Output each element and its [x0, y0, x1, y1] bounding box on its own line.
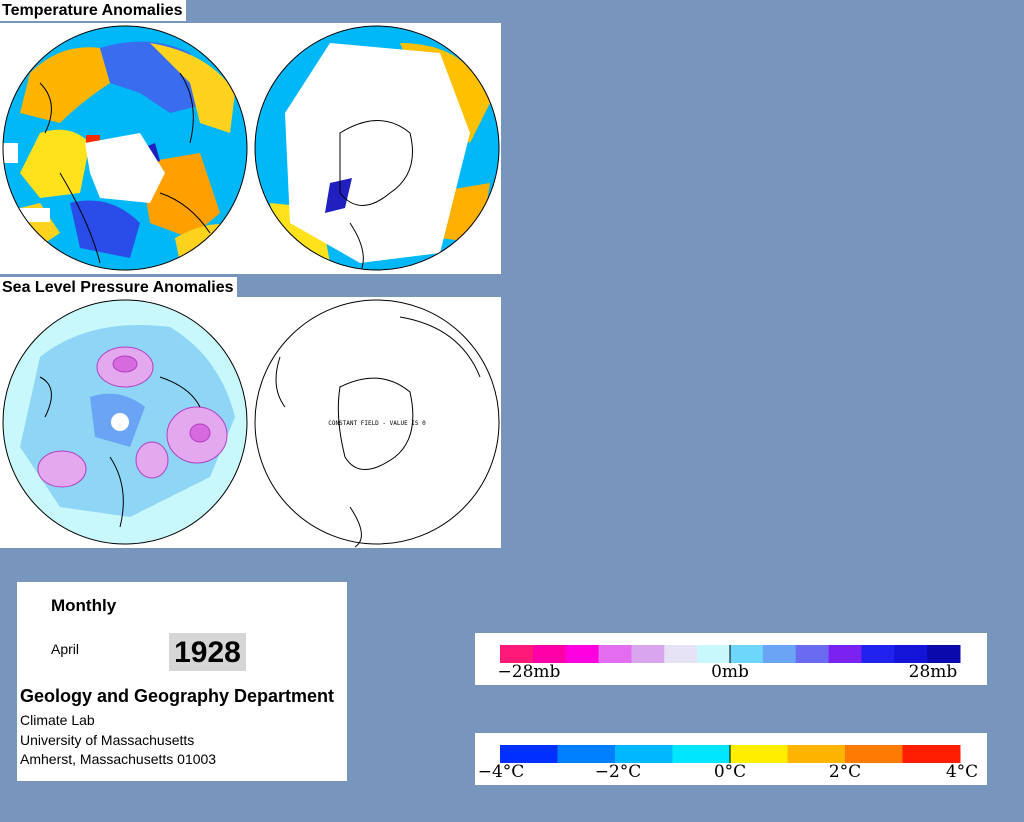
pressure-legend-swatch: [532, 645, 567, 663]
temperature-legend-plus4: 4°C: [946, 762, 978, 782]
month-label: April: [51, 641, 80, 657]
pressure-legend-swatch: [631, 645, 665, 663]
address: Amherst, Massachusetts 01003: [20, 751, 217, 767]
pressure-legend-swatch: [894, 645, 928, 663]
pressure-legend-swatch: [927, 645, 961, 663]
pressure-legend-swatch: [828, 645, 862, 663]
pressure-legend: −28mb 0mb 28mb: [475, 633, 987, 685]
temperature-legend-swatch: [500, 745, 558, 763]
temperature-map-south: [255, 26, 499, 270]
temperature-title: Temperature Anomalies: [0, 0, 186, 21]
temperature-legend-plus2: 2°C: [829, 762, 861, 782]
temperature-legend-swatch: [730, 745, 788, 763]
temperature-legend-swatch: [845, 745, 903, 763]
pressure-legend-min: −28mb: [498, 662, 561, 682]
temperature-legend-swatch: [672, 745, 731, 763]
temperature-map-panel: [0, 23, 501, 274]
temperature-legend-zero: 0°C: [714, 762, 746, 782]
pressure-legend-swatch: [598, 645, 632, 663]
pressure-legend-swatch: [762, 645, 797, 663]
temperature-map-north: [3, 26, 247, 270]
temperature-legend-swatch: [615, 745, 673, 763]
year-label: 1928: [169, 633, 246, 671]
constant-field-note: CONSTANT FIELD - VALUE IS 0: [328, 420, 426, 427]
pressure-legend-swatch: [500, 645, 534, 663]
department-name: Geology and Geography Department: [20, 686, 335, 706]
university-name: University of Massachusetts: [20, 732, 195, 748]
pressure-map-south: CONSTANT FIELD - VALUE IS 0: [254, 299, 500, 548]
pressure-legend-swatch: [697, 645, 731, 663]
temperature-legend-swatch: [787, 745, 846, 763]
pressure-legend-zero: 0mb: [711, 662, 749, 682]
temperature-legend-swatch: [902, 745, 961, 763]
pressure-legend-swatch: [795, 645, 830, 663]
pressure-legend-max: 28mb: [909, 662, 958, 682]
pressure-legend-swatch: [730, 645, 764, 663]
pressure-legend-swatch: [861, 645, 895, 663]
temperature-legend-minus4: −4°C: [478, 762, 525, 782]
pressure-colorbar: [500, 645, 961, 663]
pressure-title: Sea Level Pressure Anomalies: [0, 277, 237, 298]
period-label: Monthly: [51, 596, 117, 615]
pressure-map-panel: CONSTANT FIELD - VALUE IS 0: [0, 297, 501, 548]
info-box: Monthly April 1928 Geology and Geography…: [17, 582, 347, 781]
pressure-legend-swatch: [664, 645, 698, 663]
temperature-legend-minus2: −2°C: [595, 762, 642, 782]
temperature-colorbar: [500, 745, 961, 763]
pressure-map-north: [3, 300, 247, 544]
temperature-legend-swatch: [557, 745, 616, 763]
lab-name: Climate Lab: [20, 712, 95, 728]
pressure-legend-swatch: [565, 645, 600, 663]
temperature-legend: −4°C −2°C 0°C 2°C 4°C: [475, 733, 987, 785]
